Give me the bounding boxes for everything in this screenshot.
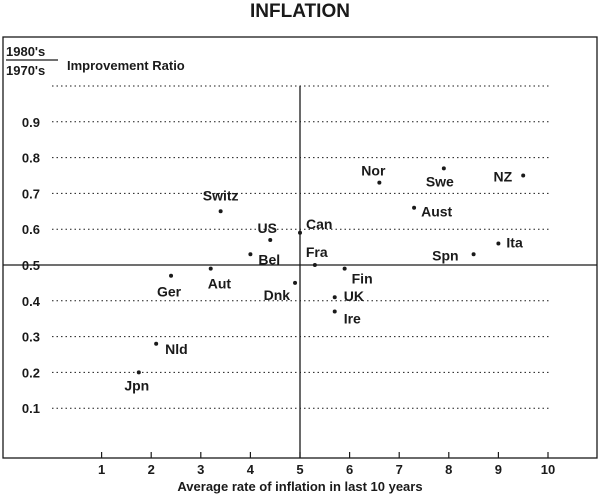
y-tick-label: 0.1 [22, 401, 40, 416]
point-label-nz: NZ [494, 169, 513, 185]
point-label-us: US [258, 220, 277, 236]
point-nld [154, 341, 159, 346]
x-tick-label: 10 [541, 462, 555, 477]
point-fra [312, 263, 317, 267]
point-label-nld: Nld [165, 341, 188, 357]
x-tick-label: 5 [296, 462, 303, 477]
point-label-aut: Aut [208, 276, 232, 292]
x-tick-label: 7 [396, 462, 403, 477]
y-axis-title: 1980's 1970's Improvement Ratio [6, 44, 185, 78]
x-tick-label: 8 [445, 462, 452, 477]
y-axis-label: Improvement Ratio [67, 58, 185, 73]
grid-lines [52, 85, 550, 409]
y-tick-label: 0.8 [22, 151, 40, 166]
point-spn [471, 252, 476, 257]
point-label-nor: Nor [361, 163, 386, 179]
y-tick-label: 0.4 [22, 294, 41, 309]
x-tick-label: 4 [247, 462, 255, 477]
point-swe [441, 166, 446, 171]
point-jpn [136, 370, 141, 375]
point-label-jpn: Jpn [124, 377, 149, 393]
y-tick-label: 0.7 [22, 186, 40, 201]
point-dnk [293, 280, 298, 285]
point-label-spn: Spn [432, 247, 458, 263]
x-tick-label: 1 [98, 462, 105, 477]
point-aut [208, 266, 213, 271]
point-fin [342, 266, 347, 271]
y-axis-ticks: 0.1 0.2 0.3 0.4 0.5 0.6 0.7 0.8 0.9 [22, 115, 41, 416]
point-label-aust: Aust [421, 204, 452, 220]
point-ita [496, 241, 501, 246]
point-label-dnk: Dnk [264, 287, 291, 303]
point-label-switz: Switz [203, 187, 239, 203]
x-tick-label: 3 [197, 462, 204, 477]
point-switz [218, 209, 223, 214]
point-bel [248, 252, 253, 257]
point-label-ire: Ire [344, 311, 361, 327]
y-axis-numerator: 1980's [6, 44, 45, 59]
point-label-swe: Swe [426, 173, 454, 189]
point-uk [332, 295, 337, 300]
point-label-bel: Bel [258, 251, 280, 267]
y-tick-label: 0.9 [22, 115, 40, 130]
point-label-fra: Fra [306, 244, 328, 260]
point-can [298, 230, 302, 235]
x-axis-label: Average rate of inflation in last 10 yea… [177, 479, 422, 494]
y-tick-label: 0.5 [22, 258, 40, 273]
x-tick-label: 2 [148, 462, 155, 477]
y-tick-label: 0.6 [22, 222, 40, 237]
point-nz [521, 173, 526, 178]
point-label-uk: UK [344, 288, 364, 304]
point-label-ger: Ger [157, 284, 182, 300]
y-axis-denominator: 1970's [6, 63, 45, 78]
point-label-can: Can [306, 216, 332, 232]
reference-lines [3, 86, 597, 458]
point-label-ita: Ita [506, 235, 523, 251]
point-aust [412, 205, 417, 210]
chart-title: INFLATION [250, 1, 350, 22]
y-tick-label: 0.2 [22, 365, 40, 380]
y-tick-label: 0.3 [22, 330, 40, 345]
x-tick-label: 6 [346, 462, 353, 477]
point-us [268, 237, 273, 242]
point-label-fin: Fin [352, 271, 373, 287]
x-axis-ticks: 1 2 3 4 5 6 7 8 9 10 [98, 452, 555, 477]
point-ger [169, 273, 174, 278]
point-nor [377, 180, 382, 185]
point-ire [332, 309, 337, 314]
x-tick-label: 9 [495, 462, 502, 477]
